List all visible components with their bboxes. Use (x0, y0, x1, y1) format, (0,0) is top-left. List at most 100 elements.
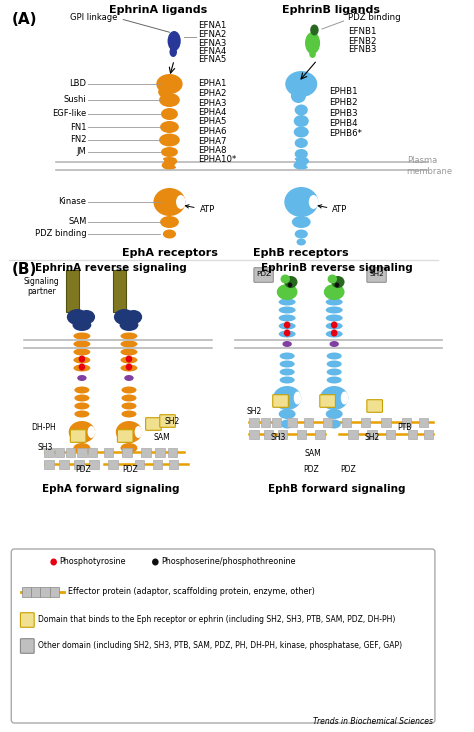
Ellipse shape (79, 364, 85, 370)
FancyBboxPatch shape (367, 400, 383, 412)
Ellipse shape (135, 426, 142, 438)
Bar (66, 270, 79, 312)
Ellipse shape (168, 31, 181, 51)
Text: EphrinB ligands: EphrinB ligands (283, 5, 380, 15)
Ellipse shape (120, 348, 137, 356)
Text: Domain that binds to the Eph receptor or ephrin (including SH2, SH3, PTB, SAM, P: Domain that binds to the Eph receptor or… (37, 616, 395, 624)
Text: EGF-like: EGF-like (52, 110, 87, 119)
Ellipse shape (164, 158, 177, 163)
Ellipse shape (296, 160, 309, 163)
Ellipse shape (327, 360, 342, 367)
Ellipse shape (121, 386, 137, 394)
Text: Phosphotyrosine: Phosphotyrosine (59, 558, 126, 567)
Bar (315, 430, 325, 439)
Bar (419, 418, 428, 427)
Text: EFNA1: EFNA1 (198, 21, 226, 31)
Ellipse shape (120, 356, 137, 364)
Ellipse shape (119, 319, 138, 331)
Text: EPHB1: EPHB1 (329, 88, 358, 97)
Bar (381, 418, 391, 427)
Ellipse shape (163, 230, 176, 239)
Text: SH2: SH2 (246, 408, 262, 417)
Ellipse shape (73, 340, 91, 348)
Bar (304, 418, 313, 427)
Text: EFNB1: EFNB1 (348, 28, 377, 37)
Ellipse shape (160, 216, 179, 228)
Ellipse shape (305, 32, 320, 54)
Bar (402, 418, 411, 427)
Bar (135, 460, 144, 469)
Ellipse shape (50, 559, 57, 566)
Ellipse shape (294, 392, 301, 405)
Ellipse shape (279, 409, 296, 419)
Text: EphA receptors: EphA receptors (121, 248, 218, 258)
Ellipse shape (324, 284, 345, 300)
Ellipse shape (77, 375, 87, 381)
Text: EPHA8: EPHA8 (198, 146, 226, 155)
Text: EPHA7: EPHA7 (198, 136, 226, 146)
Text: EFNA4: EFNA4 (198, 47, 226, 56)
Ellipse shape (120, 443, 137, 453)
Ellipse shape (273, 386, 301, 410)
Ellipse shape (295, 160, 309, 165)
Bar (22, 587, 31, 597)
Ellipse shape (162, 162, 175, 166)
Ellipse shape (280, 353, 295, 359)
Text: SH2: SH2 (364, 433, 380, 441)
Bar (31, 587, 40, 597)
Ellipse shape (291, 89, 306, 103)
Ellipse shape (160, 121, 179, 133)
Ellipse shape (279, 323, 296, 329)
Bar (287, 418, 297, 427)
Text: EPHA3: EPHA3 (198, 99, 226, 108)
Bar (103, 448, 113, 457)
Text: (B): (B) (11, 262, 36, 277)
Ellipse shape (284, 187, 318, 217)
Ellipse shape (341, 392, 348, 405)
Text: JM: JM (77, 148, 87, 157)
Ellipse shape (292, 216, 310, 228)
Ellipse shape (74, 411, 90, 417)
Ellipse shape (309, 195, 318, 209)
Text: Plasma
membrane: Plasma membrane (407, 157, 453, 176)
Ellipse shape (156, 74, 182, 94)
Text: Sushi: Sushi (64, 95, 87, 105)
Text: EphB forward signaling: EphB forward signaling (268, 484, 406, 494)
Ellipse shape (73, 348, 91, 356)
Ellipse shape (295, 165, 308, 169)
Text: EphB receptors: EphB receptors (254, 248, 349, 258)
Ellipse shape (331, 321, 337, 329)
Text: PDZ: PDZ (340, 466, 356, 474)
Ellipse shape (78, 310, 95, 324)
Text: DH-PH: DH-PH (31, 422, 56, 431)
Ellipse shape (331, 329, 337, 337)
Text: EFNA5: EFNA5 (198, 56, 226, 64)
Text: EPHB2: EPHB2 (329, 98, 358, 107)
Ellipse shape (158, 86, 173, 98)
Ellipse shape (162, 163, 174, 167)
Text: ATP: ATP (185, 205, 215, 214)
Text: EphrinB reverse signaling: EphrinB reverse signaling (261, 263, 413, 273)
Text: EFNA2: EFNA2 (198, 30, 226, 39)
Ellipse shape (320, 386, 348, 410)
Ellipse shape (335, 283, 339, 288)
Ellipse shape (296, 158, 309, 163)
Bar (424, 430, 433, 439)
Text: ATP: ATP (318, 205, 347, 214)
Ellipse shape (309, 50, 316, 58)
Ellipse shape (285, 71, 317, 97)
Ellipse shape (126, 364, 132, 370)
Ellipse shape (288, 283, 292, 288)
Ellipse shape (295, 149, 308, 159)
Bar (59, 460, 69, 469)
FancyBboxPatch shape (320, 395, 336, 407)
Text: EPHA2: EPHA2 (198, 89, 226, 98)
Text: SH2: SH2 (165, 417, 180, 427)
FancyBboxPatch shape (11, 549, 435, 723)
Ellipse shape (327, 353, 342, 359)
Ellipse shape (120, 340, 137, 348)
Ellipse shape (326, 315, 343, 321)
Text: Signaling
partner: Signaling partner (24, 277, 59, 296)
Ellipse shape (124, 375, 134, 381)
Ellipse shape (162, 164, 175, 168)
